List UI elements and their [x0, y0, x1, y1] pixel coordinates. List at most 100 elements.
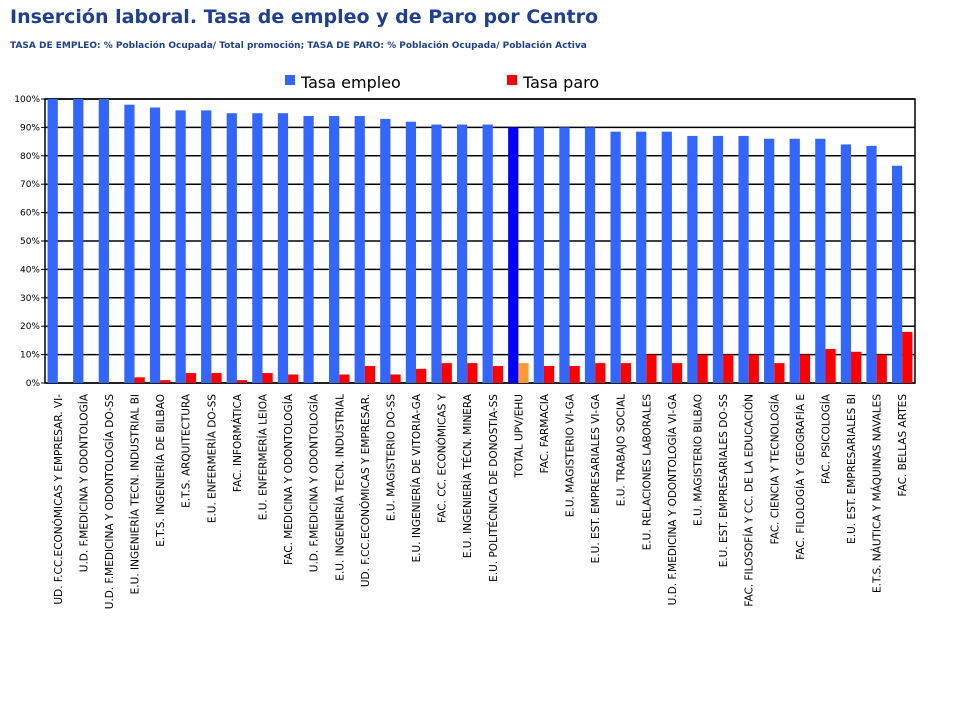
- x-tick-label: E.U. INGENIERÍA TECN. INDUSTRIAL BI: [129, 394, 142, 594]
- bar-tasa-empleo: [840, 144, 852, 383]
- x-tick-label: E.U. RELACIONES LABORALES: [641, 394, 653, 551]
- y-tick-label: 90%: [20, 123, 40, 133]
- bar-tasa-empleo: [636, 131, 647, 383]
- bar-tasa-paro: [876, 354, 887, 383]
- bars: [47, 99, 913, 384]
- x-tick-label: U.D. F.MEDICINA Y ODONTOLOGÍA: [308, 393, 321, 572]
- bar-tasa-empleo: [201, 110, 212, 384]
- x-tick-label: E.U. INGENIERÍA DE VITORIA-GA: [410, 393, 423, 562]
- bar-tasa-empleo: [277, 113, 289, 383]
- bar-tasa-empleo: [456, 124, 468, 383]
- x-tick-label: FAC. MEDICINA Y ODONTOLOGÍA: [282, 393, 295, 565]
- y-tick-label: 80%: [20, 152, 40, 162]
- bar-tasa-empleo: [226, 113, 237, 383]
- y-tick-label: 50%: [20, 237, 40, 247]
- bar-tasa-empleo: [98, 99, 109, 383]
- bar-tasa-empleo: [891, 165, 903, 383]
- x-tick-label: E.U. ENFERMERÍA LEIOA: [257, 393, 270, 520]
- bar-tasa-paro: [390, 374, 401, 383]
- bar-tasa-paro: [569, 365, 580, 383]
- y-tick-label: 60%: [20, 209, 40, 219]
- bar-tasa-paro: [825, 348, 836, 383]
- bar-tasa-empleo: [610, 131, 621, 383]
- bar-tasa-paro: [620, 363, 631, 383]
- x-tick-label: E.T.S. INGENIERÍA DE BILBAO: [154, 394, 167, 547]
- chart-title: Inserción laboral. Tasa de empleo y de P…: [10, 6, 599, 28]
- x-tick-label: E.U. POLITÉCNICA DE DONOSTIA-SS: [487, 394, 500, 582]
- bar-tasa-paro: [595, 363, 606, 383]
- bar-tasa-paro: [518, 363, 529, 383]
- x-tick-label: FAC. FARMACIA: [539, 393, 551, 473]
- bar-tasa-paro: [671, 363, 683, 383]
- bar-tasa-empleo: [431, 124, 442, 383]
- bar-tasa-empleo: [687, 135, 698, 383]
- bar-tasa-empleo: [533, 127, 544, 384]
- bar-tasa-paro: [262, 373, 273, 383]
- y-tick-label: 20%: [20, 322, 40, 332]
- x-tick-label: E.T.S. ARQUITECTURA: [181, 393, 193, 508]
- bar-tasa-empleo: [329, 116, 340, 383]
- bar-tasa-paro: [774, 363, 785, 383]
- bar-tasa-empleo: [149, 107, 161, 384]
- bar-tasa-paro: [799, 354, 811, 383]
- y-tick-label: 40%: [20, 265, 40, 275]
- x-tick-label: FAC. BELLAS ARTES: [897, 394, 909, 497]
- x-tick-label: TOTAL UPV/EHU: [513, 394, 525, 479]
- x-tick-label: FAC. FILOLOGÍA Y GEOGRAFÍA E: [794, 394, 807, 560]
- bar-tasa-empleo: [405, 121, 417, 383]
- bar-tasa-empleo: [73, 99, 84, 383]
- bar-tasa-paro: [467, 363, 478, 383]
- bar-tasa-empleo: [303, 116, 314, 383]
- bar-tasa-empleo: [738, 135, 749, 383]
- bar-tasa-paro: [723, 354, 734, 383]
- legend-label-paro: Tasa paro: [522, 73, 599, 92]
- bar-tasa-empleo: [354, 116, 365, 383]
- x-tick-label: FAC. CC. ECONÓMICAS Y: [436, 393, 449, 522]
- x-tick-label: E.U. ENFERMERÍA DO-SS: [205, 394, 218, 523]
- bar-tasa-empleo: [252, 113, 263, 383]
- x-tick-label: UD. F.CC.ECONÓMICAS Y EMPRESAR.: [359, 394, 372, 587]
- x-tick-label: E.U. EST. EMPRESARIALES BI: [846, 394, 858, 544]
- bar-tasa-empleo: [815, 138, 826, 383]
- x-tick-label: FAC. PSICOLOGÍA: [819, 393, 832, 484]
- bar-tasa-empleo: [482, 124, 493, 383]
- bar-tasa-empleo: [559, 127, 570, 384]
- x-tick-label: E.T.S. NÁUTICA Y MÁQUINAS NAVALES: [871, 394, 884, 593]
- y-tick-label: 10%: [20, 351, 40, 361]
- bar-tasa-empleo: [866, 145, 877, 383]
- bar-tasa-empleo: [661, 131, 672, 383]
- bar-tasa-paro: [492, 365, 504, 383]
- x-tick-label: U.D. F.MEDICINA Y ODONTOLOGÍA VI-GA: [666, 393, 679, 605]
- bar-tasa-empleo: [175, 110, 186, 384]
- x-tick-label: U.D. F.MEDICINA Y ODONTOLOGÍA DO-SS: [103, 394, 116, 610]
- x-tick-label: FAC. INFORMÁTICA: [231, 393, 244, 492]
- x-tick-label: E.U. EST. EMPRESARIALES DO-SS: [718, 394, 730, 568]
- bar-tasa-empleo: [764, 138, 775, 383]
- bar-tasa-empleo: [789, 138, 800, 383]
- legend-label-empleo: Tasa empleo: [300, 73, 401, 92]
- bar-tasa-paro: [160, 380, 171, 383]
- bar-tasa-paro: [211, 373, 222, 383]
- x-axis: UD. F.CC.ECONÓMICAS Y EMPRESAR. VI- U.D. …: [52, 393, 909, 609]
- chart-subtitle: TASA DE EMPLEO: % Población Ocupada/ Tot…: [10, 41, 587, 51]
- x-tick-label: FAC. FILOSOFÍA Y CC. DE LA EDUCACIÓN: [743, 394, 756, 607]
- bar-tasa-paro: [364, 365, 376, 383]
- y-tick-label: 30%: [20, 294, 40, 304]
- bar-tasa-paro: [288, 374, 299, 383]
- x-tick-label: E.U. MAGISTERIO BILBAO: [693, 394, 705, 526]
- y-tick-label: 100%: [14, 95, 40, 105]
- x-tick-label: E.U. MAGISTERIO VI-GA: [565, 393, 577, 517]
- bar-tasa-paro: [851, 351, 862, 383]
- legend: Tasa empleo Tasa paro: [285, 73, 599, 92]
- bar-tasa-paro: [748, 354, 759, 383]
- legend-swatch-empleo: [285, 75, 295, 85]
- y-axis: 0% 10% 20% 30% 40% 50% 60% 70% 80% 90% 100%: [14, 95, 45, 389]
- y-tick-label: 70%: [20, 180, 40, 190]
- bar-tasa-paro: [236, 380, 248, 383]
- bar-tasa-empleo: [124, 104, 135, 384]
- bar-tasa-paro: [185, 373, 196, 383]
- bar-tasa-empleo: [712, 135, 724, 383]
- x-tick-label: FAC. CIENCIA Y TECNOLOGÍA: [768, 393, 781, 544]
- bar-tasa-empleo: [380, 118, 391, 383]
